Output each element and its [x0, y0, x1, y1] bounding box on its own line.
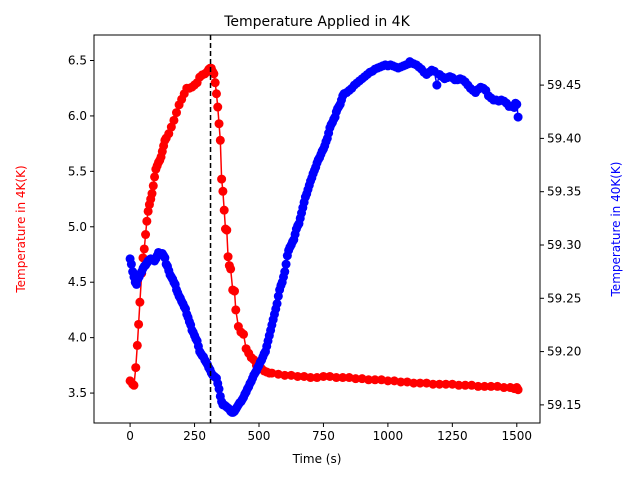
data-point-left-109: [473, 381, 483, 391]
x-tick-label: 750: [312, 429, 335, 443]
x-tick-label: 500: [248, 429, 271, 443]
y-right-tick-label: 59.35: [547, 185, 581, 199]
y-axis-right: 59.15 59.20 59.25 59.30 59.35 59.40 59.45: [540, 78, 581, 412]
y-right-tick-label: 59.30: [547, 238, 581, 252]
data-point-left-88: [338, 373, 348, 383]
data-point-left-111: [486, 381, 496, 391]
plot-frame: [93, 34, 541, 424]
data-point-left-29: [169, 115, 179, 125]
data-point-left-85: [318, 371, 328, 381]
y-axis-left-label: Temperature in 4K(K): [14, 165, 28, 293]
data-point-left-52: [215, 135, 225, 145]
x-axis: 0 250 500 750 1000 1250 1500: [126, 423, 532, 443]
data-point-left-92: [364, 375, 374, 385]
y-left-tick-label: 6.0: [68, 109, 87, 123]
data-point-left-10: [141, 230, 151, 240]
data-point-left-17: [150, 172, 160, 182]
data-point-left-9: [139, 244, 149, 254]
data-point-left-107: [460, 380, 470, 390]
data-point-left-63: [231, 305, 241, 315]
data-point-right-120: [280, 267, 290, 277]
data-point-left-104: [441, 379, 451, 389]
data-point-left-113: [499, 383, 509, 393]
data-point-left-5: [134, 319, 144, 329]
data-point-left-2: [129, 380, 139, 390]
data-point-left-66: [239, 329, 249, 339]
data-point-left-90: [351, 374, 361, 384]
data-point-left-62: [230, 286, 239, 296]
y-right-tick-label: 59.25: [547, 291, 581, 305]
y-axis-left: 3.5 4.0 4.5 5.0 5.5 6.0 6.5: [68, 53, 94, 400]
data-point-left-12: [143, 206, 153, 216]
series-right-markers: [125, 57, 523, 417]
x-tick-label: 1500: [502, 429, 533, 443]
data-point-left-51: [214, 119, 224, 129]
data-point-left-48: [210, 78, 220, 88]
data-point-left-110: [480, 381, 490, 391]
y-left-tick-label: 5.5: [68, 164, 87, 178]
data-point-left-3: [131, 363, 141, 373]
data-point-left-57: [222, 225, 232, 235]
x-tick-label: 1250: [437, 429, 468, 443]
data-point-left-30: [172, 108, 181, 118]
data-point-left-16: [148, 181, 158, 191]
y-left-tick-label: 6.5: [68, 53, 87, 67]
data-point-left-54: [218, 186, 228, 196]
data-point-left-47: [209, 69, 219, 79]
data-point-right-114: [272, 299, 282, 309]
data-point-left-100: [415, 378, 425, 388]
data-point-right-235: [512, 99, 522, 109]
data-point-left-83: [306, 373, 316, 383]
x-tick-label: 250: [183, 429, 206, 443]
data-point-left-102: [428, 379, 438, 389]
data-point-left-103: [434, 379, 444, 389]
data-point-left-53: [217, 174, 227, 184]
plot-area: [125, 35, 523, 423]
data-point-left-79: [280, 370, 290, 380]
y-left-tick-label: 3.5: [68, 386, 87, 400]
data-point-left-87: [331, 373, 341, 383]
data-point-left-106: [454, 380, 464, 390]
y-left-tick-label: 5.0: [68, 220, 87, 234]
y-right-tick-label: 59.15: [547, 398, 581, 412]
y-left-tick-label: 4.0: [68, 331, 87, 345]
data-point-right-1: [126, 259, 136, 269]
data-point-left-49: [211, 89, 221, 99]
data-point-right-236: [513, 112, 523, 122]
data-point-left-60: [226, 264, 236, 274]
data-point-right-203: [432, 80, 442, 90]
y-left-tick-label: 4.5: [68, 275, 87, 289]
y-axis-right-label: Temperature in 40K(K): [609, 162, 623, 298]
data-point-left-99: [409, 378, 419, 388]
y-right-tick-label: 59.40: [547, 131, 581, 145]
x-axis-label: Time (s): [292, 452, 342, 466]
data-point-left-11: [142, 216, 152, 226]
data-point-left-55: [219, 205, 229, 215]
y-right-tick-label: 59.45: [547, 78, 581, 92]
y-right-tick-label: 59.20: [547, 345, 581, 359]
data-point-left-97: [396, 377, 406, 387]
data-point-left-4: [132, 340, 142, 350]
data-point-left-15: [147, 189, 157, 199]
chart-title: Temperature Applied in 4K: [223, 14, 410, 30]
data-point-left-81: [293, 371, 303, 381]
data-point-left-95: [383, 376, 393, 386]
x-tick-label: 0: [126, 429, 134, 443]
data-point-left-93: [370, 375, 380, 385]
x-tick-label: 1000: [373, 429, 404, 443]
data-point-left-58: [223, 252, 233, 262]
data-point-right-69: [214, 384, 224, 394]
data-point-left-6: [135, 297, 145, 307]
data-point-left-50: [213, 102, 223, 112]
data-point-right-121: [281, 259, 291, 269]
data-point-left-117: [513, 385, 523, 395]
